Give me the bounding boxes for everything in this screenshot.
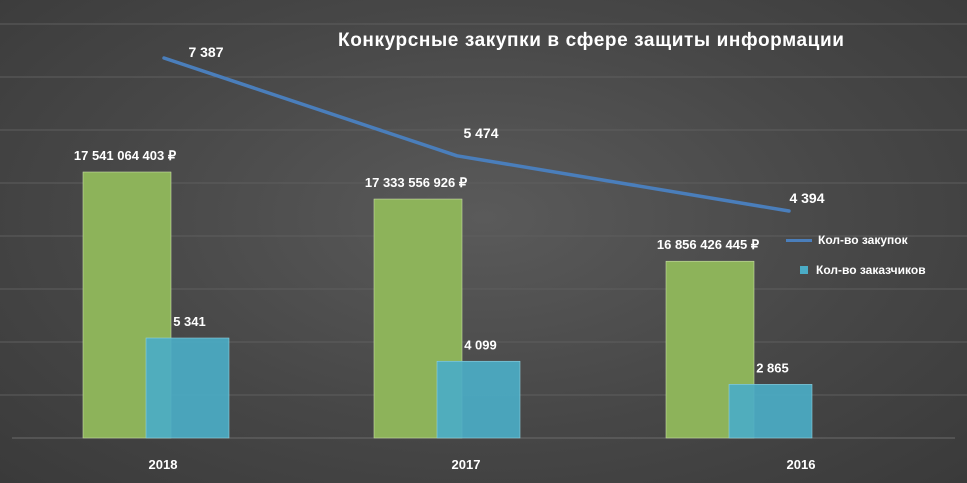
legend-bar-swatch bbox=[800, 266, 808, 274]
line-label-2017: 5 474 bbox=[463, 125, 498, 141]
line-label-2016: 4 394 bbox=[789, 190, 824, 206]
legend-line-swatch bbox=[786, 238, 812, 242]
legend-item-line: Кол-во закупок bbox=[786, 232, 926, 248]
x-tick-label-2017: 2017 bbox=[452, 457, 481, 472]
legend-line-label: Кол-во закупок bbox=[818, 233, 908, 247]
x-tick-label-2018: 2018 bbox=[149, 457, 178, 472]
line-label-2018: 7 387 bbox=[188, 44, 223, 60]
x-tick-label-2016: 2016 bbox=[787, 457, 816, 472]
customers-bar-2017 bbox=[436, 360, 521, 439]
customers-label-2018: 5 341 bbox=[173, 314, 206, 329]
sum-label-2017: 17 333 556 926 ₽ bbox=[365, 175, 468, 190]
sum-label-2016: 16 856 426 445 ₽ bbox=[657, 237, 760, 252]
legend-item-bar: Кол-во заказчиков bbox=[786, 262, 926, 278]
legend: Кол-во закупок Кол-во заказчиков bbox=[786, 232, 926, 292]
legend-bar-label: Кол-во заказчиков bbox=[816, 263, 926, 277]
customers-label-2017: 4 099 bbox=[464, 337, 497, 352]
customers-bar-2016 bbox=[728, 384, 813, 439]
line-series-purchases bbox=[162, 56, 791, 213]
chart-title: Конкурсные закупки в сфере защиты информ… bbox=[338, 30, 845, 51]
customers-label-2016: 2 865 bbox=[756, 360, 789, 375]
customers-bar-2018 bbox=[145, 337, 230, 439]
sum-label-2018: 17 541 064 403 ₽ bbox=[74, 148, 177, 163]
